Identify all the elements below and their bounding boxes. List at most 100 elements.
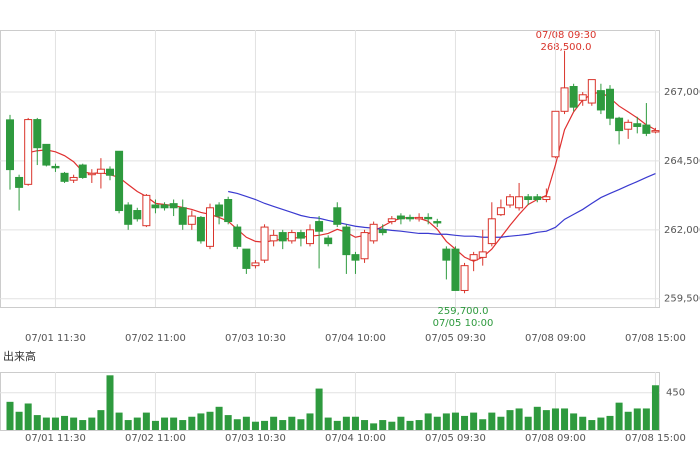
candle-body: [515, 196, 524, 209]
candle-body: [24, 119, 33, 185]
volume-bar: [479, 419, 487, 430]
volume-bar: [342, 416, 350, 430]
candle-body: [342, 226, 351, 256]
volume-bar: [433, 416, 441, 430]
volume-bar: [170, 417, 178, 430]
candle-body: [387, 218, 396, 223]
candle-body: [442, 248, 451, 261]
volume-bar: [506, 410, 514, 430]
y-tick-label: 262,000: [664, 225, 700, 236]
candle-body: [15, 176, 24, 188]
candle-body: [51, 165, 60, 169]
candle-body: [615, 117, 624, 132]
x-tick-label: 07/01 11:30: [25, 433, 86, 444]
candle-body: [487, 218, 496, 245]
volume-bar: [133, 417, 141, 430]
candle-body: [278, 232, 287, 242]
candle-body: [533, 196, 542, 201]
volume-bar: [542, 410, 550, 430]
volume-bar: [570, 413, 578, 430]
candle-body: [296, 232, 305, 239]
volume-bar: [497, 416, 505, 430]
moving-average: [228, 173, 656, 238]
candle-body: [506, 196, 514, 206]
candle-body: [369, 223, 378, 242]
candle-body: [415, 216, 424, 220]
low-time: 07/05 10:00: [433, 318, 494, 329]
candle-body: [242, 248, 251, 269]
volume-bar: [351, 416, 359, 430]
candle-body: [151, 204, 160, 209]
candle-body: [69, 176, 78, 181]
candle-body: [315, 221, 324, 232]
candle-body: [42, 143, 51, 166]
y-tick-label: 264,500: [664, 156, 700, 167]
x-tick-label: 07/05 09:30: [425, 333, 486, 344]
candle-body: [33, 119, 42, 149]
volume-bar: [206, 411, 214, 430]
volume-bar: [361, 420, 369, 430]
candle-body: [115, 150, 124, 212]
volume-bar: [197, 413, 205, 430]
volume-panel: [0, 372, 660, 431]
candle-body: [106, 168, 114, 176]
volume-bar: [142, 412, 150, 430]
candle-body: [396, 215, 405, 220]
candle-body: [187, 215, 196, 225]
volume-bar: [151, 420, 159, 430]
candle-body: [596, 90, 605, 111]
x-tick-label: 07/04 10:00: [325, 433, 386, 444]
candle-body: [624, 121, 633, 130]
candle-body: [496, 207, 505, 216]
volume-bar: [124, 420, 132, 430]
volume-bar: [442, 413, 450, 430]
candle-body: [287, 232, 296, 242]
volume-bar: [270, 416, 278, 430]
volume-bar: [251, 421, 259, 430]
x-tick-label: 07/04 10:00: [325, 333, 386, 344]
x-tick-label: 07/02 11:00: [125, 333, 186, 344]
candle-body: [642, 124, 651, 134]
volume-bar: [633, 408, 641, 430]
volume-bar: [597, 417, 605, 430]
volume-bar: [242, 416, 250, 430]
volume-bar: [306, 413, 314, 430]
volume-bar: [161, 417, 169, 430]
volume-bar: [551, 408, 559, 430]
volume-bar: [333, 420, 341, 430]
candle-body: [424, 216, 433, 220]
candle-body: [233, 226, 242, 247]
volume-bar: [461, 415, 469, 430]
volume-bar: [424, 413, 432, 430]
volume-bar: [606, 415, 614, 430]
volume-bar: [324, 417, 332, 430]
high-label: 268,500.0: [541, 42, 592, 53]
x-tick-label: 07/08 09:00: [525, 333, 586, 344]
candle-body: [260, 226, 269, 261]
candle-body: [306, 229, 314, 245]
volume-bar: [261, 420, 269, 430]
volume-bar: [451, 412, 459, 430]
y-tick-label: 259,500: [664, 294, 700, 305]
x-tick-label: 07/05 09:30: [425, 433, 486, 444]
x-tick-label: 07/02 11:00: [125, 433, 186, 444]
candle-body: [78, 164, 87, 178]
volume-bar: [579, 416, 587, 430]
volume-bar: [651, 385, 659, 430]
candle-body: [215, 204, 224, 217]
candle-body: [269, 234, 278, 242]
x-tick-label: 07/03 10:30: [225, 433, 286, 444]
volume-bar: [315, 388, 323, 430]
candle-body: [169, 203, 178, 209]
candle-body: [60, 172, 69, 182]
volume-bar: [24, 403, 32, 430]
candle-body: [87, 172, 96, 176]
volume-bar: [61, 415, 69, 430]
candle-body: [133, 210, 142, 220]
volume-bar: [179, 420, 187, 430]
low-label: 259,700.0: [438, 306, 489, 317]
candle-body: [324, 237, 333, 245]
volume-bar: [524, 416, 532, 430]
volume-bar: [88, 417, 96, 430]
